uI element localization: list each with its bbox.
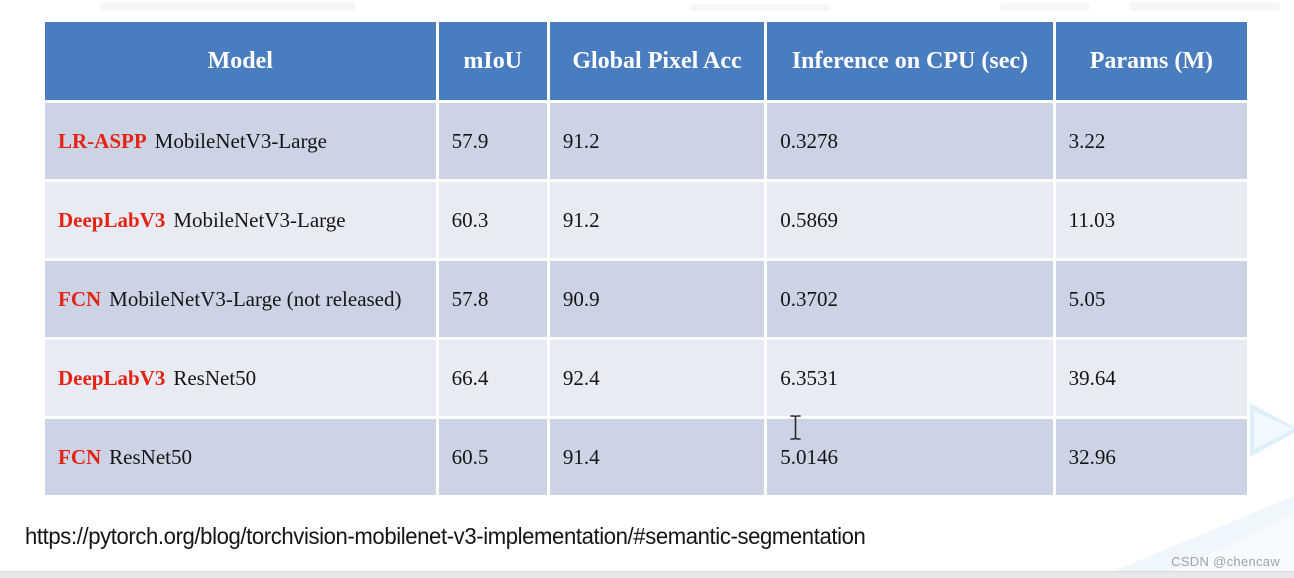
csdn-watermark: CSDN @chencaw [1171, 554, 1280, 569]
model-name: MobileNetV3-Large (not released) [109, 286, 402, 311]
table-row: FCN ResNet50 60.5 91.4 5.0146 32.96 [45, 419, 1247, 495]
results-table: Model mIoU Global Pixel Acc Inference on… [42, 19, 1250, 498]
acc-cell: 91.4 [549, 419, 765, 495]
table-row: LR-ASPP MobileNetV3-Large 57.9 91.2 0.327… [45, 103, 1247, 179]
acc-cell: 91.2 [549, 182, 765, 258]
top-cutoff-shape [1130, 2, 1280, 11]
inference-cell: 6.3531 [767, 340, 1053, 416]
model-cell: DeepLabV3 MobileNetV3-Large [45, 182, 436, 258]
inference-cell: 0.3702 [767, 261, 1053, 337]
model-cell: FCN ResNet50 [45, 419, 436, 495]
miou-cell: 57.8 [438, 261, 547, 337]
acc-cell: 91.2 [549, 103, 765, 179]
table-row: FCN MobileNetV3-Large (not released) 57.8… [45, 261, 1247, 337]
params-cell: 39.64 [1055, 340, 1247, 416]
miou-cell: 66.4 [438, 340, 547, 416]
params-cell: 5.05 [1055, 261, 1247, 337]
model-name: MobileNetV3-Large [154, 128, 327, 153]
model-name: ResNet50 [173, 365, 257, 390]
model-cell: FCN MobileNetV3-Large (not released) [45, 261, 436, 337]
header-cell-params: Params (M) [1055, 22, 1247, 100]
source-url: https://pytorch.org/blog/torchvision-mob… [25, 523, 866, 549]
header-cell-global-pixel-acc: Global Pixel Acc [549, 22, 765, 100]
acc-cell: 92.4 [549, 340, 765, 416]
swoosh-decoration [1114, 496, 1294, 571]
miou-cell: 60.5 [438, 419, 547, 495]
header-cell-model: Model [45, 22, 436, 100]
model-prefix: DeepLabV3 [58, 207, 166, 232]
text-cursor-icon [790, 415, 801, 440]
miou-cell: 60.3 [438, 182, 547, 258]
table-row: DeepLabV3 MobileNetV3-Large 60.3 91.2 0.5… [45, 182, 1247, 258]
inference-cell: 0.5869 [767, 182, 1053, 258]
model-prefix: FCN [58, 286, 102, 311]
top-cutoff-shape [1000, 3, 1090, 11]
params-cell: 32.96 [1055, 419, 1247, 495]
top-cutoff-shape [690, 4, 830, 11]
inference-cell: 5.0146 [767, 419, 1053, 495]
bottom-divider-bar [0, 571, 1294, 578]
miou-cell: 57.9 [438, 103, 547, 179]
header-cell-miou: mIoU [438, 22, 547, 100]
params-cell: 3.22 [1055, 103, 1247, 179]
acc-cell: 90.9 [549, 261, 765, 337]
model-prefix: LR-ASPP [58, 128, 147, 153]
params-cell: 11.03 [1055, 182, 1247, 258]
model-prefix: FCN [58, 444, 102, 469]
table-row: DeepLabV3 ResNet50 66.4 92.4 6.3531 39.64 [45, 340, 1247, 416]
model-cell: LR-ASPP MobileNetV3-Large [45, 103, 436, 179]
model-name: MobileNetV3-Large [173, 207, 346, 232]
header-cell-inference-cpu: Inference on CPU (sec) [767, 22, 1053, 100]
inference-cell: 0.3278 [767, 103, 1053, 179]
model-name: ResNet50 [109, 444, 192, 469]
table-header-row: Model mIoU Global Pixel Acc Inference on… [45, 22, 1247, 100]
model-prefix: DeepLabV3 [58, 365, 166, 390]
model-cell: DeepLabV3 ResNet50 [45, 340, 436, 416]
right-arrow-decoration-icon [1250, 403, 1294, 457]
top-cutoff-shape [100, 2, 355, 11]
